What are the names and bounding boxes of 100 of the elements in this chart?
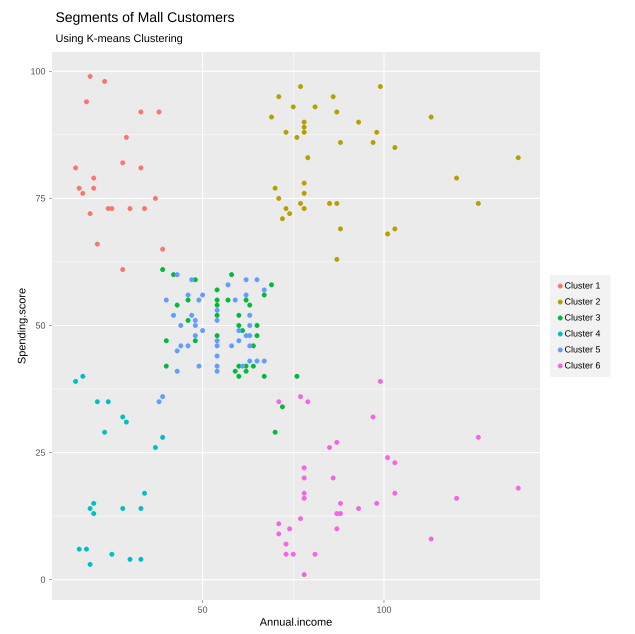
point [196,364,202,369]
point [225,298,230,303]
point [214,318,220,323]
point [214,302,220,308]
point [454,176,460,181]
point [88,74,93,79]
point [160,267,166,272]
point [91,186,96,191]
point [298,516,304,522]
point [305,399,310,404]
point [334,526,340,532]
point [236,338,242,344]
point [476,434,481,440]
point [370,140,376,145]
point [186,292,191,298]
point [225,282,230,288]
point [160,434,166,440]
point [244,298,249,303]
point [334,109,340,114]
point [178,322,184,328]
point [298,394,304,400]
point [138,556,144,562]
point [276,196,282,201]
point [247,343,252,348]
point [142,206,148,212]
point [298,84,304,90]
point [247,302,252,308]
point [280,216,285,222]
point [262,374,267,379]
point [276,531,282,536]
point [516,155,521,160]
legend-label: Cluster 3 [565,314,600,321]
point [94,242,100,247]
point [327,200,332,206]
point [171,312,176,318]
point [516,486,521,491]
point [254,322,260,328]
point [312,104,318,110]
point [272,186,278,191]
point [214,333,220,338]
point [164,298,169,303]
point [186,343,191,348]
point [392,145,398,150]
point [94,399,100,404]
point [302,572,307,578]
point [244,277,249,282]
point [338,140,343,145]
point [262,292,267,298]
point [374,130,380,135]
point [287,211,292,216]
point [392,460,398,466]
point [254,277,260,282]
y-tick-label: 0 [40,576,46,583]
point [244,292,249,298]
y-tick-label: 75 [36,195,46,202]
point [247,322,252,328]
point [156,399,162,404]
point [236,374,242,379]
point [262,358,267,364]
point [192,333,198,338]
chart-title: Segments of Mall Customers [56,12,234,25]
point [276,399,282,404]
point [214,343,220,348]
point [330,94,336,100]
point [374,500,380,506]
point [152,444,158,450]
point [80,374,86,379]
point [174,272,180,278]
point [192,322,198,328]
point [392,490,398,496]
point [192,318,198,323]
point [302,190,307,196]
point [160,246,166,252]
point [232,298,238,303]
point [174,348,180,354]
point [294,134,300,140]
point [428,536,434,542]
point [330,475,336,480]
point [91,176,96,181]
point [142,490,148,496]
point [334,200,340,206]
point [214,338,220,344]
point [302,180,307,186]
point [302,130,307,135]
point [178,343,184,348]
y-tick-label: 100 [31,68,46,74]
point [189,277,194,282]
point [302,475,307,480]
point [356,506,362,511]
point [120,506,126,511]
point [106,399,111,404]
chart-subtitle: Using K-means Clustering [56,34,182,44]
point [80,190,86,196]
point [138,109,144,114]
x-axis-title: Annual.income [260,618,332,626]
point [88,562,93,567]
point [120,414,126,420]
point [338,226,343,232]
point [302,496,307,501]
point [73,165,78,170]
